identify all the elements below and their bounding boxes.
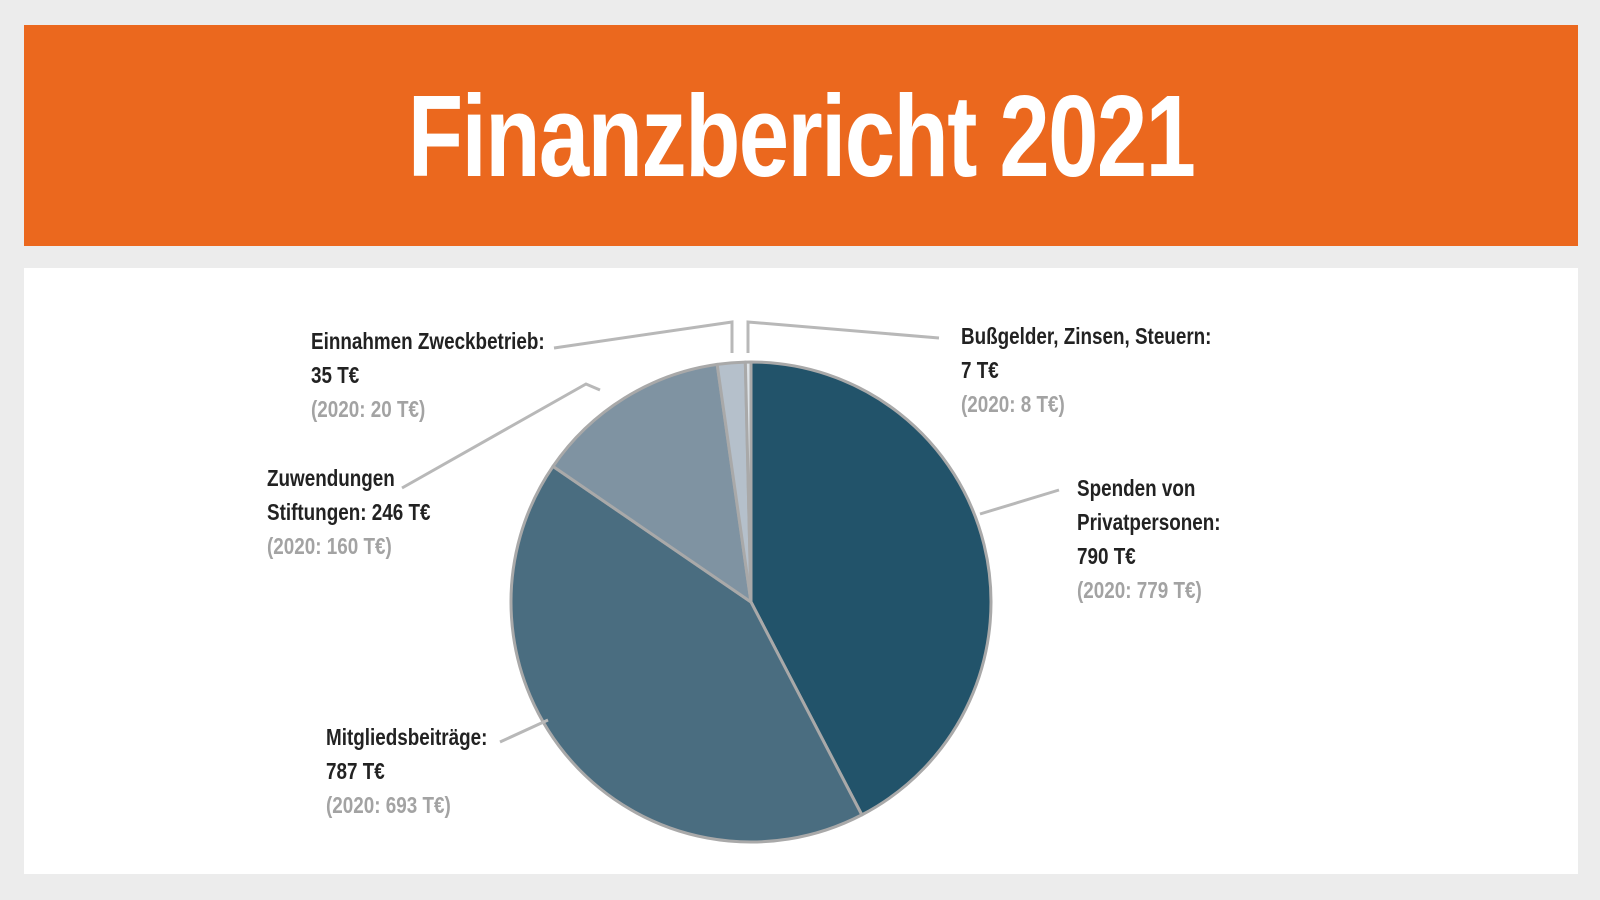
page-title: Finanzbericht 2021: [407, 70, 1196, 201]
label-line: Privatpersonen:: [1077, 509, 1221, 535]
label-line: Bußgelder, Zinsen, Steuern:: [961, 323, 1212, 349]
pie-slice-stiftungen: [551, 362, 753, 604]
label-value: 790 T€: [1077, 543, 1136, 569]
leader-line-zweckbetrieb: [553, 320, 734, 353]
label-previous-year: (2020: 160 T€): [267, 533, 392, 559]
slice-label-stiftungen: Zuwendungen Stiftungen: 246 T€ (2020: 16…: [267, 461, 430, 563]
label-value: Stiftungen: 246 T€: [267, 499, 431, 525]
label-value: 35 T€: [311, 362, 360, 388]
label-line: Zuwendungen: [267, 465, 395, 491]
leader-line-mitglieder: [499, 718, 549, 744]
label-value: 7 T€: [961, 357, 999, 383]
chart-panel: Spenden von Privatpersonen: 790 T€ (2020…: [24, 268, 1578, 874]
label-line: Spenden von: [1077, 475, 1196, 501]
leader-line-bussgelder: [746, 320, 940, 353]
leader-line-stiftungen: [401, 382, 601, 490]
label-line: Mitgliedsbeiträge:: [326, 724, 488, 750]
slice-label-mitglieder: Mitgliedsbeiträge: 787 T€ (2020: 693 T€): [326, 720, 487, 822]
pie-slices: [509, 360, 993, 844]
label-previous-year: (2020: 20 T€): [311, 396, 426, 422]
pie-slice-bussgelder: [743, 360, 753, 604]
slice-label-spenden: Spenden von Privatpersonen: 790 T€ (2020…: [1077, 471, 1221, 607]
label-value: 787 T€: [326, 758, 385, 784]
pie-slice-mitglieder: [509, 464, 864, 844]
title-banner: Finanzbericht 2021: [24, 25, 1578, 246]
leader-lines: [401, 320, 1060, 744]
slice-label-zweckbetrieb: Einnahmen Zweckbetrieb: 35 T€ (2020: 20 …: [311, 324, 545, 426]
pie-slice-spenden: [749, 360, 993, 817]
slice-label-bussgelder: Bußgelder, Zinsen, Steuern: 7 T€ (2020: …: [961, 319, 1211, 421]
pie-chart: [401, 320, 1060, 844]
label-previous-year: (2020: 693 T€): [326, 792, 451, 818]
leader-line-spenden: [979, 488, 1060, 516]
label-previous-year: (2020: 8 T€): [961, 391, 1065, 417]
label-previous-year: (2020: 779 T€): [1077, 577, 1202, 603]
label-line: Einnahmen Zweckbetrieb:: [311, 328, 545, 354]
